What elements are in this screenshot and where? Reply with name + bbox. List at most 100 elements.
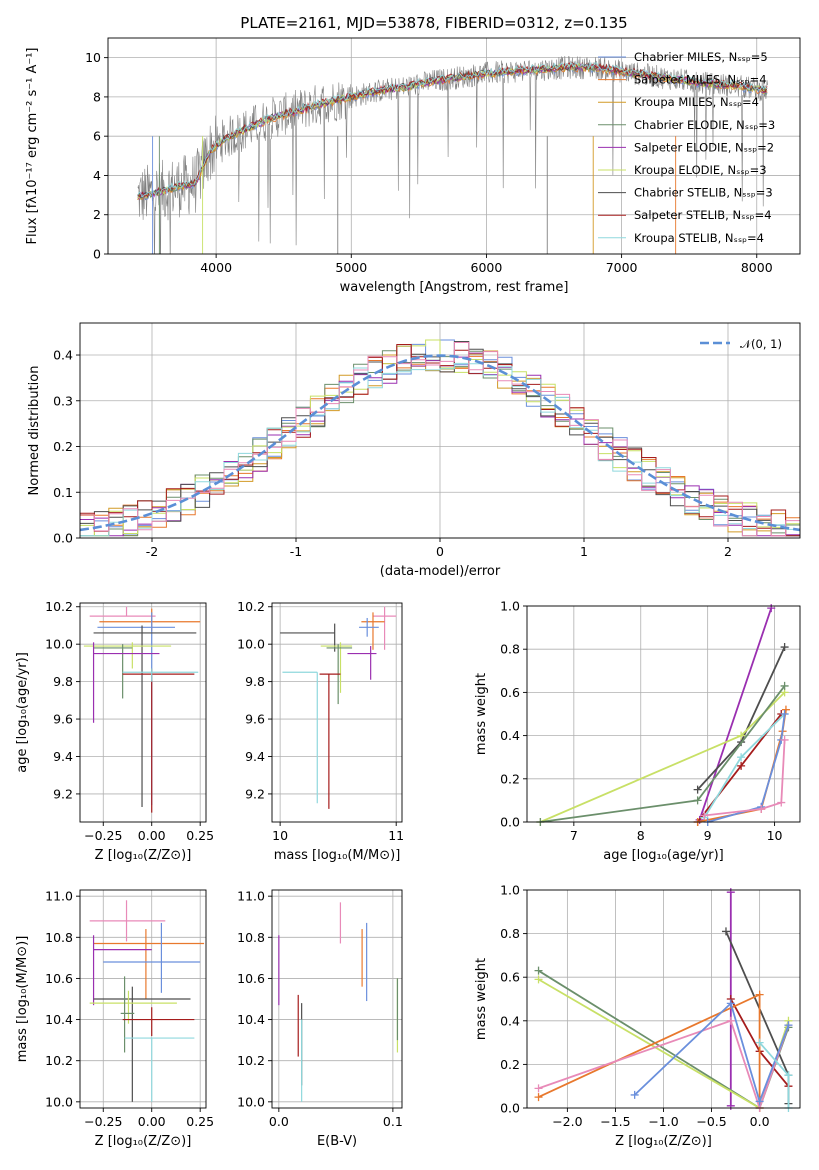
legend-label-0: Chabrier MILES, Nₛₛₚ=5: [634, 50, 768, 64]
age_vs_Z-ytick-label: 9.2: [53, 786, 73, 801]
weight_vs_Z-xtick-label: −0.5: [696, 1114, 726, 1129]
weight_vs_age-series-0: [698, 607, 773, 821]
weight_vs_age-series-7: [707, 713, 786, 822]
residual_hist-xtick-label: 2: [724, 544, 732, 559]
residual-histogram-step-5: [80, 339, 800, 537]
weight_vs_Z-marker-5-1: [755, 990, 764, 999]
mass_vs_Z-frame: [79, 889, 207, 1109]
weight_vs_Z-frame: [526, 889, 801, 1109]
weight_vs_age-series-8: [704, 739, 786, 817]
spectrum-frame: [107, 37, 801, 255]
spectrum-ytick-label: 4: [93, 168, 101, 183]
weight_vs_age-ytick-label: 0.2: [500, 771, 520, 786]
weight_vs_age-marker-8-1: [757, 805, 766, 814]
legend-label-2: Kroupa MILES, Nₛₛₚ=4: [634, 95, 759, 109]
weight_vs_age-ytick-label: 0.6: [500, 685, 520, 700]
spectrum-title: PLATE=2161, MJD=53878, FIBERID=0312, z=0…: [240, 14, 627, 32]
mass_vs_Z-ytick-label: 10.6: [45, 971, 73, 986]
legend-label-8: Kroupa STELIB, Nₛₛₚ=4: [634, 231, 764, 245]
residual_hist-frame: [79, 322, 801, 539]
weight_vs_Z-marker-5-0: [534, 1093, 543, 1102]
spectrum-ytick-label: 0: [93, 247, 101, 262]
weight_vs_age-marker-5-1: [737, 753, 746, 762]
age_vs_Z-ytick-label: 9.4: [53, 749, 73, 764]
weight_vs_age-marker-4-1: [737, 761, 746, 770]
age_vs_Z-xtick-label: −0.25: [84, 828, 122, 843]
weight_vs_age-xtick-label: 8: [637, 828, 645, 843]
age_vs_mass-frame: [271, 602, 403, 823]
weight_vs_Z-xtick-label: −1.0: [648, 1114, 678, 1129]
weight_vs_Z-marker-6-0: [534, 1084, 543, 1093]
legend-label-3: Chabrier ELODIE, Nₛₛₚ=3: [634, 118, 775, 132]
age_vs_Z-axes: −0.25 0.00 0.25 9.2 9.4 9.6 9.8 10.0 10.2: [45, 599, 214, 843]
residual_hist-xtick-label: -2: [146, 544, 158, 559]
weight_vs_Z-marker-0-0: [726, 1101, 735, 1110]
weight_vs_Z-marker-7-1: [726, 999, 735, 1008]
legend-label-4: Salpeter ELODIE, Nₛₛₚ=2: [634, 140, 774, 154]
age_vs_mass-ytick-label: 10.0: [237, 637, 265, 652]
age_vs_Z-ytick-label: 10.0: [45, 637, 73, 652]
weight_vs_Z-series-7: [634, 1001, 790, 1105]
weight_vs_age-marker-8-2: [777, 798, 786, 807]
age_vs_mass-ytick-label: 9.6: [245, 712, 265, 727]
age_vs_Z-ylabel: age [log₁₀(age/yr)]: [15, 652, 30, 773]
weight_vs_age-frame: [526, 605, 801, 823]
spectrum-ytick-label: 6: [93, 129, 101, 144]
weight_vs_age-ytick-label: 1.0: [500, 599, 520, 614]
spectrum-xtick-label: 8000: [741, 260, 773, 275]
mass_vs_ebv-xtick-label: 0.1: [383, 1114, 403, 1129]
mass_vs_ebv-xlabel: E(B-V): [317, 1134, 357, 1149]
legend-label-5: Kroupa ELODIE, Nₛₛₚ=3: [634, 163, 767, 177]
residual_hist-ytick-label: 0.2: [53, 439, 73, 454]
mass_vs_ebv-ytick-label: 10.6: [237, 971, 265, 986]
spectrum-xtick-label: 4000: [200, 260, 232, 275]
mass_vs_Z-xtick-label: 0.25: [186, 1114, 214, 1129]
mass_vs_Z-ylabel: mass [log₁₀(M/M⊙)]: [15, 936, 30, 1063]
normal-reference-curve: [80, 354, 800, 532]
mass_vs_Z-ytick-label: 10.0: [45, 1094, 73, 1109]
weight_vs_Z-series-5: [538, 993, 761, 1108]
weight_vs_Z-axes: −2.0 −1.5 −1.0 −0.5 0.0 0.0 0.2 0.4 0.6 0.8 1.0: [500, 883, 800, 1129]
mass_vs_ebv-frame: [271, 889, 403, 1109]
weight_vs_Z-marker-1-0: [534, 966, 543, 975]
weight_vs_Z-xtick-label: −2.0: [552, 1114, 582, 1129]
weight_vs_age-xtick-label: 7: [570, 828, 578, 843]
age_vs_mass-xtick-label: 11: [388, 828, 404, 843]
weight_vs_Z-marker-7-2: [755, 1097, 764, 1106]
mass_vs_ebv-ytick-label: 10.8: [237, 930, 265, 945]
mass_vs_Z-ytick-label: 10.4: [45, 1012, 73, 1027]
mass_vs_Z-axes: −0.25 0.00 0.25 10.0 10.2 10.4 10.6 10.8 11.0: [45, 889, 214, 1129]
weight_vs_age-xlabel: age [log₁₀(age/yr)]: [603, 848, 724, 863]
observed-spectrum-line: [137, 55, 768, 254]
residual_hist-ytick-label: 0.1: [53, 485, 73, 500]
weight_vs_age-marker-1-2: [780, 643, 789, 652]
weight_vs_age-marker-6-3: [781, 705, 790, 714]
weight_vs_Z-marker-2-0: [534, 975, 543, 984]
model-spectrum-8: [137, 61, 768, 198]
weight_vs_age-series-3: [540, 685, 786, 822]
spectrum-xlabel: wavelength [Angstrom, rest frame]: [340, 280, 569, 295]
age_vs_Z-ytick-label: 9.8: [53, 674, 73, 689]
spectrum-ytick-label: 10: [85, 50, 101, 65]
weight_vs_Z-ytick-label: 0.0: [500, 1101, 520, 1116]
spectrum-xtick-label: 5000: [335, 260, 367, 275]
legend-label-6: Chabrier STELIB, Nₛₛₚ=3: [634, 186, 773, 200]
legend-label-1: Salpeter MILES, Nₛₛₚ=4: [634, 73, 767, 87]
mass_vs_ebv-xtick-label: 0.0: [269, 1114, 289, 1129]
weight_vs_Z-xtick-label: 0.0: [750, 1114, 770, 1129]
weight_vs_Z-marker-0-1: [726, 888, 735, 897]
mass_vs_ebv-ytick-label: 11.0: [237, 889, 265, 904]
age_vs_mass-xtick-label: 10: [272, 828, 288, 843]
weight_vs_Z-marker-8-1: [784, 1071, 793, 1080]
mass_vs_ebv-axes: 0.0 0.1 10.0 10.2 10.4 10.6 10.8 11.0: [237, 889, 403, 1129]
mass_vs_Z-xtick-label: −0.25: [84, 1114, 122, 1129]
mass_vs_Z-ytick-label: 10.2: [45, 1053, 73, 1068]
weight_vs_age-ytick-label: 0.4: [500, 728, 520, 743]
age_vs_Z-xlabel: Z [log₁₀(Z/Z⊙)]: [95, 848, 192, 863]
residual_hist-ytick-label: 0.4: [53, 348, 73, 363]
weight_vs_Z-ytick-label: 0.2: [500, 1057, 520, 1072]
age_vs_mass-xlabel: mass [log₁₀(M/M⊙)]: [274, 848, 401, 863]
mass_vs_Z-ytick-label: 11.0: [45, 889, 73, 904]
